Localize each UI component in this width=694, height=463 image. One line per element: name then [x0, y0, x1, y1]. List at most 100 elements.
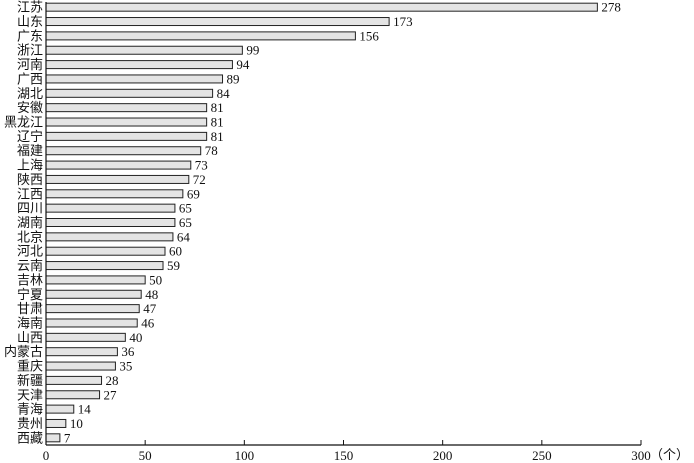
bar-12	[45, 174, 190, 184]
value-label: 60	[169, 244, 182, 259]
bar-5	[45, 74, 224, 84]
bar-20	[45, 289, 142, 299]
value-label: 173	[393, 14, 413, 29]
value-label: 72	[193, 172, 206, 187]
bar-30	[45, 433, 61, 443]
category-label: 上海	[17, 159, 43, 174]
bar-18	[45, 261, 164, 271]
category-label: 广东	[17, 29, 43, 44]
bar-22	[45, 318, 138, 328]
bar-3	[45, 45, 243, 55]
value-label: 81	[211, 100, 224, 115]
value-label: 50	[149, 272, 162, 287]
category-label: 浙江	[17, 44, 43, 59]
category-label: 山东	[17, 15, 43, 30]
value-label: 81	[211, 129, 224, 144]
value-label: 14	[78, 402, 92, 417]
category-label: 海南	[17, 315, 43, 331]
value-label: 84	[217, 86, 231, 101]
bar-24	[45, 347, 118, 357]
category-label: 宁夏	[17, 287, 43, 303]
category-label: 广西	[17, 72, 43, 87]
category-label: 江苏	[17, 0, 43, 16]
category-label: 吉林	[17, 273, 43, 288]
bar-10	[45, 146, 202, 156]
value-label: 46	[141, 315, 155, 330]
category-label: 四川	[17, 202, 43, 217]
category-label: 甘肃	[17, 302, 43, 317]
x-tick-label: 300	[631, 448, 651, 463]
value-label: 89	[227, 71, 240, 86]
bar-6	[45, 88, 214, 98]
category-label: 山西	[17, 331, 43, 346]
x-axis-unit-label: （个）	[650, 448, 689, 463]
value-label: 27	[104, 387, 118, 402]
bar-0	[45, 2, 598, 12]
category-label: 内蒙古	[4, 344, 43, 360]
bar-2	[45, 31, 356, 41]
labels-group: 江苏 278 山东 173 广东 156 浙江 99 河南 94 广西 89 湖北 84 安徽 81 黑龙江 81…	[4, 0, 621, 446]
value-label: 65	[179, 215, 192, 230]
bar-13	[45, 189, 184, 199]
bar-16	[45, 232, 174, 242]
value-label: 10	[70, 416, 83, 431]
category-label: 北京	[17, 230, 43, 245]
value-label: 35	[119, 359, 132, 374]
x-tick-label: 0	[43, 448, 50, 463]
bar-25	[45, 361, 116, 371]
category-label: 天津	[17, 388, 43, 403]
value-label: 94	[236, 57, 250, 72]
category-label: 云南	[17, 258, 43, 274]
category-label: 湖北	[17, 87, 43, 102]
category-label: 辽宁	[17, 129, 43, 145]
category-label: 新疆	[17, 373, 43, 389]
x-tick-label: 50	[139, 448, 152, 463]
x-tick-label: 100	[235, 448, 255, 463]
x-ticks-group: 0 50 100 150 200 250 300	[43, 440, 651, 463]
bar-14	[45, 203, 176, 213]
bar-26	[45, 375, 103, 385]
bar-29	[45, 418, 67, 428]
value-label: 99	[246, 43, 259, 58]
bar-23	[45, 332, 126, 342]
category-label: 西藏	[17, 431, 43, 446]
bar-4	[45, 60, 233, 70]
value-label: 28	[106, 373, 119, 388]
value-label: 65	[179, 201, 192, 216]
category-label: 重庆	[17, 359, 43, 375]
value-label: 59	[167, 258, 180, 273]
value-label: 48	[145, 287, 158, 302]
value-label: 47	[143, 301, 157, 316]
bar-27	[45, 390, 101, 400]
value-label: 278	[601, 0, 621, 15]
x-tick-label: 250	[532, 448, 552, 463]
category-label: 河北	[17, 245, 43, 260]
category-label: 青海	[17, 403, 43, 418]
bar-7	[45, 103, 208, 113]
value-label: 78	[205, 143, 218, 158]
value-label: 36	[121, 344, 134, 359]
category-label: 江西	[17, 187, 43, 202]
value-label: 156	[359, 28, 379, 43]
category-label: 福建	[17, 144, 43, 159]
bar-21	[45, 304, 140, 314]
category-label: 陕西	[17, 173, 43, 188]
bar-19	[45, 275, 146, 285]
value-label: 73	[195, 158, 208, 173]
bar-8	[45, 117, 208, 127]
bar-1	[45, 17, 390, 27]
category-label: 黑龙江	[4, 116, 43, 131]
bar-28	[45, 404, 75, 414]
category-label: 湖南	[17, 215, 43, 231]
bar-17	[45, 246, 166, 256]
category-label: 贵州	[17, 417, 43, 432]
x-tick-label: 150	[334, 448, 354, 463]
category-label: 安徽	[17, 101, 43, 116]
value-label: 81	[211, 115, 224, 130]
value-label: 7	[64, 430, 71, 445]
bar-15	[45, 218, 176, 227]
bar-9	[45, 131, 208, 141]
value-label: 69	[187, 186, 200, 201]
value-label: 64	[177, 229, 191, 244]
